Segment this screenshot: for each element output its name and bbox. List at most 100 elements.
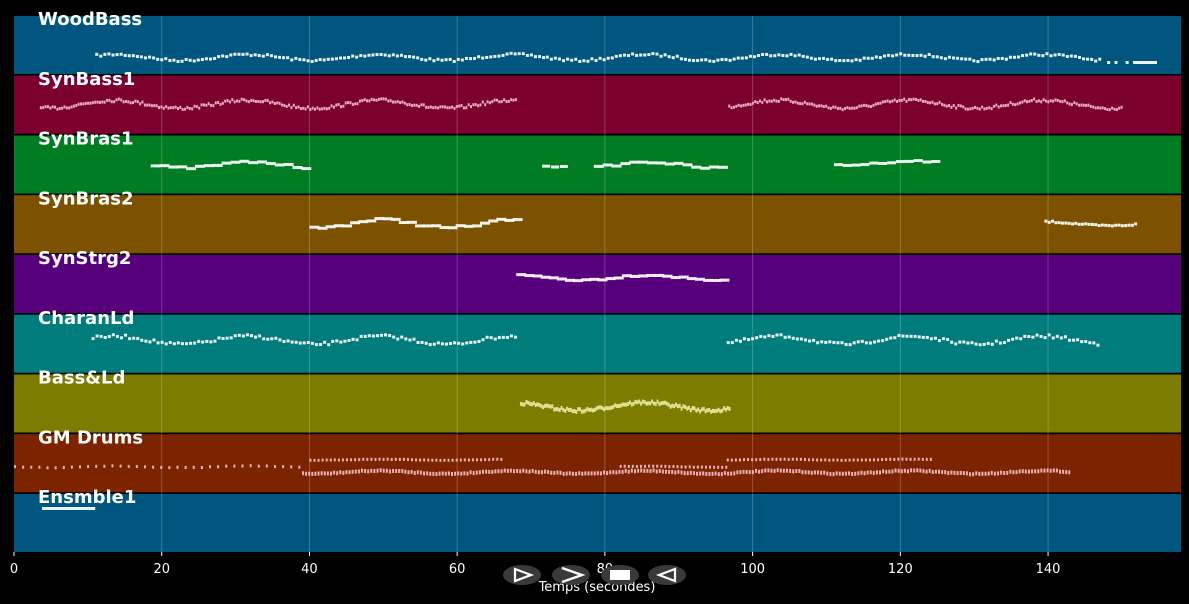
note-event xyxy=(887,53,891,57)
note-event xyxy=(852,458,855,462)
note-event xyxy=(905,457,908,461)
forward-button[interactable] xyxy=(552,565,590,585)
note-event xyxy=(744,56,748,60)
note-event xyxy=(664,464,667,468)
note-event xyxy=(1065,470,1068,475)
note-event xyxy=(955,106,958,110)
note-event xyxy=(839,106,842,110)
note-event xyxy=(943,57,947,61)
note-event xyxy=(971,106,974,110)
note-event xyxy=(435,472,438,477)
note-event xyxy=(699,409,702,414)
note-event xyxy=(846,106,849,110)
note-event xyxy=(807,470,810,475)
note-event xyxy=(672,465,675,469)
note-event xyxy=(457,471,460,476)
note-event xyxy=(1012,470,1015,475)
note-event xyxy=(935,55,939,59)
note-event xyxy=(1114,223,1118,227)
note-event xyxy=(757,53,761,57)
note-event xyxy=(749,103,752,107)
note-event xyxy=(581,278,592,282)
note-event xyxy=(952,104,955,108)
note-event xyxy=(1042,98,1045,102)
note-event xyxy=(108,98,111,102)
note-event xyxy=(156,341,160,345)
note-event xyxy=(836,106,839,110)
note-event xyxy=(542,405,545,410)
note-event xyxy=(521,52,525,56)
note-event xyxy=(314,471,317,476)
track-name: Ensmble1 xyxy=(38,487,136,508)
note-event xyxy=(123,53,127,57)
note-event xyxy=(389,99,392,103)
note-event xyxy=(687,405,690,410)
note-event xyxy=(710,409,713,414)
note-event xyxy=(615,470,618,475)
note-event xyxy=(194,164,205,168)
note-event xyxy=(619,403,622,408)
note-event xyxy=(461,342,465,346)
stop-button[interactable] xyxy=(601,565,639,585)
note-event xyxy=(756,101,759,105)
note-event xyxy=(1092,105,1095,109)
note-event xyxy=(302,58,306,62)
note-event xyxy=(801,470,804,475)
note-event xyxy=(1037,99,1040,103)
note-event xyxy=(127,54,131,58)
note-event xyxy=(1025,53,1029,57)
note-event xyxy=(851,163,861,167)
note-event xyxy=(627,469,630,474)
note-event xyxy=(384,97,387,101)
note-event xyxy=(225,464,228,468)
note-event xyxy=(446,106,449,110)
rewind-button[interactable] xyxy=(648,565,686,585)
note-event xyxy=(591,408,594,413)
note-event xyxy=(358,458,361,462)
note-event xyxy=(1051,219,1055,223)
note-event xyxy=(717,407,720,412)
note-event xyxy=(411,458,414,462)
note-event xyxy=(439,105,442,109)
note-event xyxy=(844,458,847,462)
note-event xyxy=(402,457,405,461)
note-event xyxy=(558,408,561,413)
note-event xyxy=(453,106,456,110)
note-event xyxy=(124,99,127,103)
note-event xyxy=(152,56,156,60)
note-event xyxy=(237,333,241,337)
note-event xyxy=(737,103,740,107)
note-event xyxy=(711,408,714,413)
note-event xyxy=(401,469,404,474)
note-event xyxy=(532,401,535,406)
note-event xyxy=(1031,335,1035,339)
note-event xyxy=(1115,108,1118,112)
note-event xyxy=(488,469,491,474)
note-event xyxy=(826,57,830,61)
note-event xyxy=(213,339,217,343)
note-event xyxy=(708,59,712,63)
note-event xyxy=(1018,469,1021,474)
note-event xyxy=(972,472,975,477)
note-event xyxy=(1002,340,1006,344)
note-event xyxy=(747,338,751,342)
note-event xyxy=(986,341,990,345)
note-event xyxy=(111,464,114,468)
note-event xyxy=(671,56,675,60)
track-lane xyxy=(14,434,1181,493)
note-event xyxy=(869,161,879,165)
note-event xyxy=(865,104,868,108)
note-event xyxy=(820,340,824,344)
note-event xyxy=(366,219,377,223)
note-event xyxy=(509,468,512,473)
note-event xyxy=(415,103,418,107)
note-event xyxy=(603,407,606,412)
play-button[interactable] xyxy=(503,565,541,585)
note-event xyxy=(168,59,172,63)
note-event xyxy=(196,58,200,62)
note-event xyxy=(925,457,928,461)
note-event xyxy=(836,458,839,462)
note-event xyxy=(282,340,286,344)
note-event xyxy=(789,99,792,103)
note-event xyxy=(844,471,847,476)
